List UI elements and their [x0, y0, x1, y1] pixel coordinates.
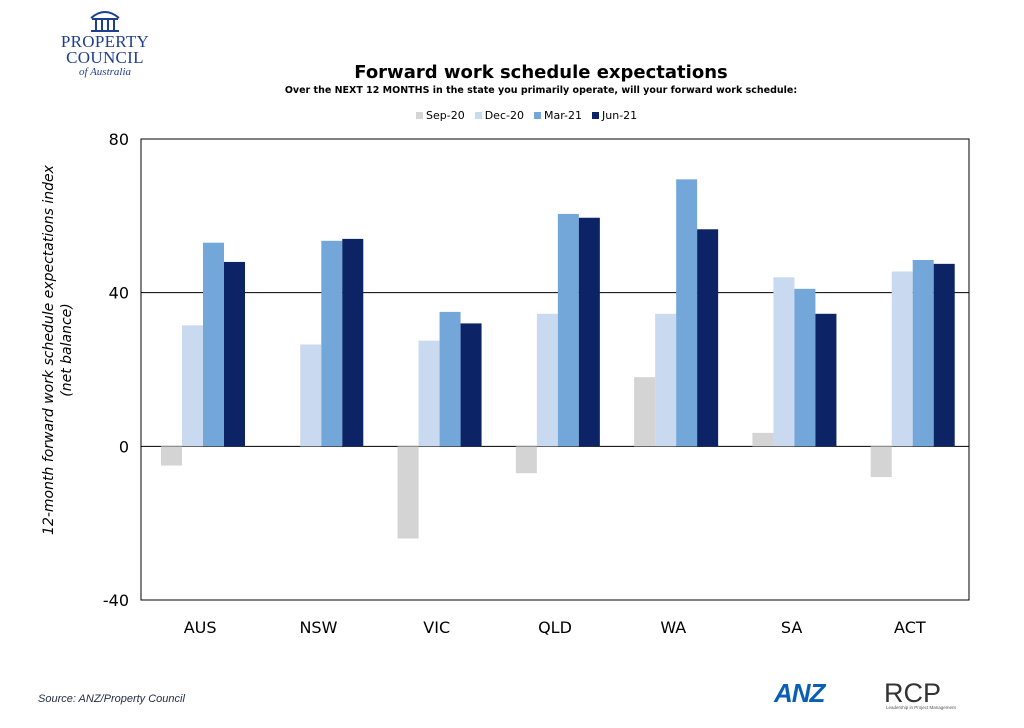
- bar-vic-mar-21: [439, 311, 461, 447]
- logo-line-2: COUNCIL: [66, 48, 144, 67]
- bar-qld-mar-21: [557, 213, 579, 447]
- bar-sa-dec-20: [773, 277, 795, 447]
- plot-frame: [140, 138, 970, 601]
- x-tick-label: QLD: [538, 618, 572, 637]
- bar-aus-sep-20: [161, 446, 182, 466]
- bar-act-jun-21: [933, 263, 955, 447]
- x-tick-label: NSW: [299, 618, 337, 637]
- bar-act-dec-20: [891, 271, 913, 447]
- logo-line-3: of Australia: [78, 66, 132, 78]
- legend-swatch-jun-21: [592, 112, 599, 119]
- bar-aus-dec-20: [182, 325, 203, 447]
- legend-label-sep-20: Sep-20: [426, 109, 465, 122]
- y-tick-label: -40: [103, 591, 129, 610]
- legend-label-mar-21: Mar-21: [543, 109, 582, 122]
- bar-qld-jun-21: [578, 217, 600, 447]
- bar-act-sep-20: [870, 446, 892, 478]
- chart-legend: Sep-20 Dec-20 Mar-21 Jun-21: [416, 109, 637, 122]
- y-tick-label: 40: [109, 284, 129, 303]
- legend-item-jun-21: Jun-21: [592, 109, 637, 122]
- bar-qld-sep-20: [515, 446, 537, 474]
- bar-wa-mar-21: [676, 179, 698, 447]
- legend-item-mar-21: Mar-21: [533, 109, 582, 122]
- rcp-tagline: Leadership in Project Management: [886, 705, 956, 710]
- bar-wa-dec-20: [655, 313, 677, 447]
- x-tick-label: WA: [660, 618, 686, 637]
- bar-sa-sep-20: [752, 432, 774, 447]
- bar-sa-mar-21: [794, 288, 816, 447]
- bar-act-mar-21: [912, 260, 934, 447]
- bar-nsw-mar-21: [321, 240, 343, 447]
- chart-subtitle: Over the NEXT 12 MONTHS in the state you…: [284, 85, 798, 96]
- bar-vic-jun-21: [460, 323, 482, 447]
- legend-item-sep-20: Sep-20: [416, 109, 465, 122]
- building-icon: [90, 11, 120, 32]
- rcp-logo: RCP: [884, 678, 942, 708]
- logo-line-1: PROPERTY: [60, 32, 150, 51]
- x-tick-label: ACT: [894, 618, 926, 637]
- bar-qld-dec-20: [536, 313, 558, 447]
- legend-swatch-sep-20: [416, 112, 423, 119]
- bar-nsw-jun-21: [342, 238, 364, 447]
- y-tick-label: 0: [119, 437, 129, 456]
- bar-wa-jun-21: [697, 229, 719, 447]
- bar-nsw-dec-20: [300, 344, 322, 447]
- legend-item-dec-20: Dec-20: [474, 109, 524, 122]
- bar-vic-sep-20: [397, 446, 419, 539]
- legend-swatch-mar-21: [533, 112, 541, 119]
- x-tick-label: VIC: [423, 618, 450, 637]
- bar-vic-dec-20: [418, 340, 440, 447]
- bar-sa-jun-21: [815, 313, 837, 447]
- legend-label-jun-21: Jun-21: [602, 109, 638, 122]
- bar-wa-sep-20: [634, 377, 656, 447]
- legend-label-dec-20: Dec-20: [484, 109, 524, 122]
- bar-aus-mar-21: [203, 242, 224, 447]
- property-council-logo: PROPERTY COUNCIL of Australia: [40, 8, 170, 78]
- anz-logo: ANZ: [774, 678, 825, 708]
- chart-title: Forward work schedule expectations: [354, 62, 728, 83]
- legend-swatch-dec-20: [474, 112, 482, 119]
- x-tick-label: AUS: [184, 618, 217, 637]
- x-tick-label: SA: [781, 618, 802, 637]
- y-tick-label: 80: [109, 130, 129, 149]
- bar-aus-jun-21: [224, 261, 245, 447]
- source-note: Source: ANZ/Property Council: [38, 693, 185, 705]
